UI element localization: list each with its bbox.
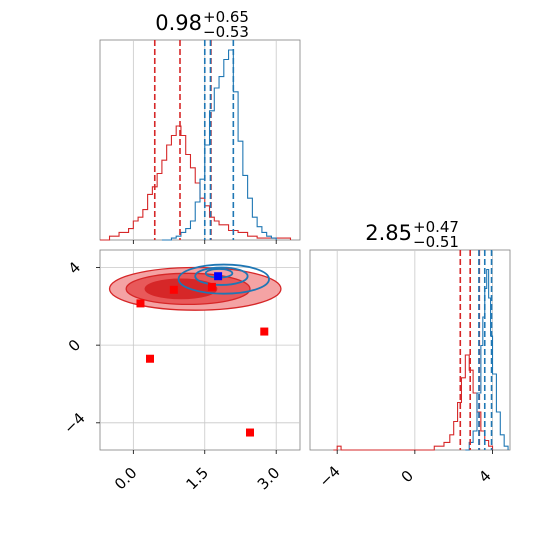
y-tick-label-joint: 4: [65, 258, 84, 277]
param2-title-minus: −0.51: [413, 233, 459, 251]
contour-blue: [194, 266, 249, 286]
marker-blue: [214, 272, 223, 281]
y-tick-label-joint: 0: [65, 336, 84, 355]
marker-red: [207, 282, 216, 291]
param2-title: 2.85: [365, 221, 412, 245]
contour-blue: [177, 263, 270, 295]
marker-red: [146, 354, 154, 363]
y-tick-label-joint: −4: [60, 409, 88, 437]
histogram-red-param1: [100, 125, 292, 241]
marker-red: [136, 299, 145, 308]
histogram-red-param2: [333, 354, 494, 451]
contour-red-inner: [144, 278, 218, 300]
x-tick-label-param2: 4: [475, 467, 494, 486]
histogram-blue-param2: [465, 268, 509, 451]
param1-title-minus: −0.53: [203, 23, 249, 41]
x-tick-label-param2: 0: [398, 467, 417, 486]
x-tick-label-joint: 3.0: [254, 464, 284, 494]
marker-red: [246, 428, 254, 437]
histogram-panel-param1: 0.98 +0.65 −0.53: [99, 8, 301, 244]
param1-title-plus: +0.65: [203, 8, 249, 26]
histogram-blue-param1: [161, 49, 277, 241]
x-tick-label-joint: 1.5: [182, 464, 212, 494]
joint-panel: 0.0 1.5 3.0 −4 0 4: [60, 249, 301, 494]
histogram-panel-param2: −4 0 4 2.85 +0.47 −0.51: [309, 218, 511, 491]
marker-red: [260, 327, 269, 336]
marker-red: [169, 285, 178, 294]
x-tick-label-param2: −4: [315, 462, 343, 490]
param1-title: 0.98: [155, 11, 202, 35]
param2-title-plus: +0.47: [413, 218, 459, 236]
x-tick-label-joint: 0.0: [111, 464, 141, 494]
histogram-frame-param1: [99, 39, 301, 241]
